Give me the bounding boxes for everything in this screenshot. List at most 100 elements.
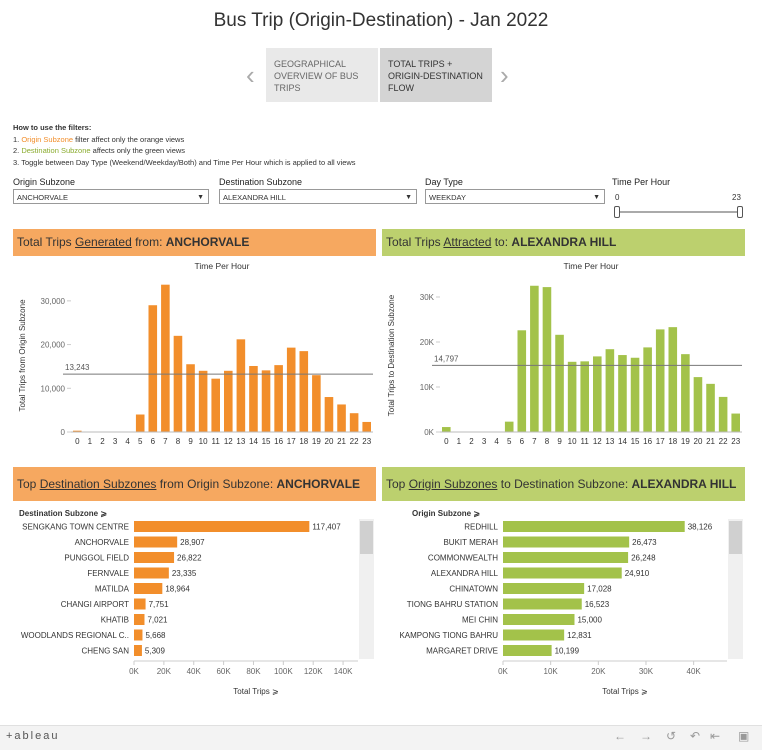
bar-commonwealth: [503, 552, 629, 563]
bar-hour-20: [693, 377, 703, 432]
story-prev-icon[interactable]: ‹: [246, 60, 255, 90]
bar-hour-8: [542, 287, 552, 432]
tableau-toolbar: [0, 725, 762, 750]
share-icon[interactable]: ↶: [690, 729, 701, 743]
filter-help-text: How to use the filters: 1. Origin Subzon…: [13, 122, 356, 168]
value-label: 38,126: [688, 523, 713, 532]
x-tick-label: 5: [138, 437, 143, 446]
generated-banner: Total Trips Generated from: ANCHORVALE: [13, 229, 376, 256]
undo-icon[interactable]: ←: [614, 729, 626, 743]
x-tick-label: 10: [568, 437, 577, 446]
bar-hour-22: [349, 413, 359, 432]
destination-filter-label: Destination Subzone: [219, 177, 303, 187]
bar-mei-chin: [503, 614, 575, 625]
top-origins-banner: Top Origin Subzones to Destination Subzo…: [382, 467, 745, 501]
x-tick-label: 7: [163, 437, 168, 446]
y-axis-label: Total Trips to Destination Subzone: [387, 294, 396, 416]
x-tick-label: 11: [581, 437, 590, 446]
chart-title: Time Per Hour: [564, 261, 619, 271]
time-slider-track[interactable]: [617, 211, 740, 213]
x-tick-label: 22: [719, 437, 728, 446]
redo-icon[interactable]: →: [640, 729, 652, 743]
x-tick-label: 16: [274, 437, 283, 446]
list-header: Origin Subzone ⩾: [412, 509, 480, 518]
row-label: CHINATOWN: [449, 585, 498, 594]
x-tick-label: 5: [507, 437, 512, 446]
bar-hour-10: [198, 370, 208, 432]
origin-subzone-select[interactable]: ANCHORVALE ▼: [13, 189, 209, 204]
value-label: 5,309: [145, 647, 166, 656]
y-tick-label: 30,000: [41, 297, 66, 306]
time-min-value: 0: [615, 193, 620, 202]
value-label: 23,335: [172, 569, 197, 578]
x-tick-label: 0: [444, 437, 449, 446]
average-reference-label: 13,243: [65, 363, 90, 372]
x-tick-label: 6: [151, 437, 156, 446]
x-tick-label: 9: [557, 437, 562, 446]
y-tick-label: 0: [61, 428, 66, 437]
y-tick-label: 10,000: [41, 384, 66, 393]
x-tick-label: 12: [224, 437, 233, 446]
bar-tiong-bahru-station: [503, 598, 582, 610]
x-tick-label: 1: [457, 437, 462, 446]
bar-hour-0: [73, 430, 82, 432]
x-tick-label: 7: [532, 437, 537, 446]
bar-bukit-merah: [503, 536, 630, 548]
x-tick-label: 120K: [304, 667, 323, 676]
x-tick-label: 15: [262, 437, 271, 446]
x-tick-label: 15: [631, 437, 640, 446]
bar-hour-7: [161, 284, 170, 432]
story-next-icon[interactable]: ›: [500, 60, 509, 90]
download-icon[interactable]: ⇤: [710, 729, 721, 743]
x-tick-label: 21: [337, 437, 346, 446]
x-tick-label: 19: [681, 437, 690, 446]
bar-hour-15: [630, 357, 640, 432]
x-tick-label: 2: [100, 437, 105, 446]
y-tick-label: 30K: [420, 293, 435, 302]
bar-hour-6: [517, 330, 527, 432]
bar-cheng-san: [134, 645, 142, 656]
x-tick-label: 22: [350, 437, 359, 446]
bar-hour-14: [618, 355, 627, 432]
daytype-select[interactable]: WEEKDAY ▼: [425, 189, 605, 204]
bar-alexandra-hill: [503, 567, 622, 579]
average-reference-label: 14,797: [434, 354, 459, 363]
value-label: 26,473: [632, 538, 657, 547]
row-label: CHENG SAN: [81, 647, 129, 656]
x-tick-label: 0K: [129, 667, 139, 676]
bar-hour-21: [706, 383, 715, 432]
bar-redhill: [503, 521, 685, 532]
revert-icon[interactable]: ↺: [666, 729, 677, 743]
fullscreen-icon[interactable]: ▣: [738, 729, 750, 743]
top-destinations-banner: Top Destination Subzones from Origin Sub…: [13, 467, 376, 501]
x-tick-label: 2: [469, 437, 474, 446]
x-tick-label: 20K: [157, 667, 172, 676]
bar-hour-10: [567, 361, 577, 432]
x-tick-label: 9: [188, 437, 193, 446]
x-tick-label: 8: [545, 437, 550, 446]
help-line-1: 1. Origin Subzone filter affect only the…: [13, 134, 185, 144]
value-label: 28,907: [180, 538, 205, 547]
story-point-total-trips[interactable]: TOTAL TRIPS + ORIGIN-DESTINATION FLOW: [380, 48, 492, 102]
bar-hour-23: [731, 413, 740, 432]
row-label: MARGARET DRIVE: [426, 647, 498, 656]
bar-hour-8: [173, 335, 183, 432]
destination-subzone-select[interactable]: ALEXANDRA HILL ▼: [219, 189, 417, 204]
time-slider-min-handle[interactable]: [614, 206, 620, 218]
bar-hour-11: [211, 378, 220, 432]
bar-kampong-tiong-bahru: [503, 629, 565, 641]
bar-hour-16: [643, 347, 652, 432]
x-tick-label: 13: [236, 437, 245, 446]
time-slider-max-handle[interactable]: [737, 206, 743, 218]
value-label: 15,000: [577, 616, 602, 625]
bar-hour-7: [530, 285, 539, 432]
x-tick-label: 100K: [274, 667, 293, 676]
origin-filter-label: Origin Subzone: [13, 177, 76, 187]
row-label: MEI CHIN: [462, 616, 498, 625]
story-point-geographical[interactable]: GEOGRAPHICAL OVERVIEW OF BUS TRIPS: [266, 48, 378, 102]
value-label: 26,248: [631, 554, 656, 563]
bar-hour-14: [249, 365, 258, 432]
x-tick-label: 10: [199, 437, 208, 446]
x-tick-label: 30K: [639, 667, 654, 676]
row-label: BUKIT MERAH: [443, 538, 498, 547]
